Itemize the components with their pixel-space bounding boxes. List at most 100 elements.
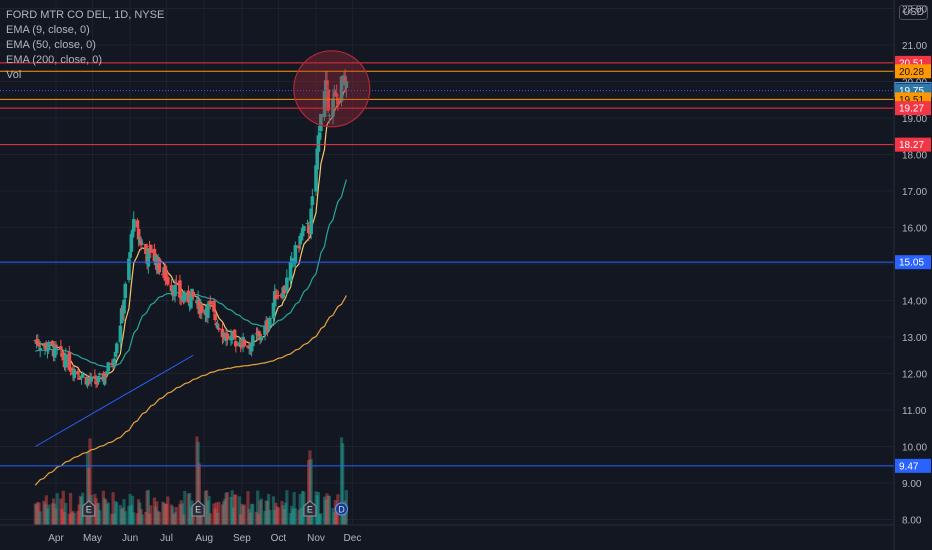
volume-bar [67,513,71,525]
earnings-marker[interactable]: E [303,500,317,517]
volume-bar [322,496,327,525]
volume-bar [166,496,170,525]
price-tick-label: 19.00 [902,114,927,125]
candle-body [37,343,41,347]
legend-ema9[interactable]: EMA (9, close, 0) [6,24,90,36]
candle-body [136,228,141,240]
candle-body [310,196,315,205]
candle-body [144,243,148,254]
volume-bar [257,513,261,525]
candles [33,69,349,389]
volume-bar [259,498,263,525]
price-tick-label: 22.00 [902,5,927,16]
candle-body [60,353,64,357]
candle-body [191,291,196,297]
volume-bar [186,493,191,525]
candle-body [59,346,63,350]
trendline-line [35,354,194,447]
volume-bar [339,437,344,525]
volume-bar [64,502,68,525]
volume-bar [214,502,218,525]
candle-body [173,284,177,297]
earnings-marker-icon [82,500,96,517]
candle-body [254,333,259,335]
volume-bar [53,503,57,525]
price-tag [895,255,931,270]
volume-bar [61,490,65,525]
legend-ema200[interactable]: EMA (200, close, 0) [6,54,102,66]
candle-body [275,295,279,297]
volume-bar [246,491,250,525]
candle-body [180,297,185,301]
volume-bar [293,508,297,525]
candle-body [78,378,83,380]
candle-body [326,89,330,111]
legend-vol[interactable]: Vol [6,69,22,81]
volume-bar [135,513,140,525]
volume-bar [130,495,135,525]
candle-body [61,355,66,361]
trendline [35,354,194,447]
volume-bar [222,501,226,525]
volume-bar [84,513,88,525]
volume-bar [110,513,114,525]
candle-body [179,295,183,300]
candle-body [339,76,344,102]
volume-bar [85,452,90,525]
volume-bar [292,492,296,525]
candle-body [186,290,191,303]
month-label: Sep [233,533,251,544]
dividend-marker-icon [335,502,349,516]
volume-bar [191,512,195,525]
volume-bar [241,505,245,525]
volume-bar [60,509,64,525]
price-tag [895,64,931,79]
candle-body [293,245,298,264]
candle-body [165,276,170,285]
price-tick-label: 11.00 [902,406,927,417]
volume-bar [208,513,212,525]
earnings-marker[interactable]: E [191,500,205,517]
volume-bar [72,512,76,525]
volume-bar [162,502,166,525]
volume-bar [316,491,321,525]
candle-body [76,371,80,375]
volume-bar [113,501,118,525]
candle-body [265,319,270,331]
volume-bar [308,450,312,525]
volume-bar [309,459,313,525]
candle-body [46,342,51,350]
earnings-marker[interactable]: E [82,500,96,517]
volume-bar [213,508,217,525]
candle-body [118,325,123,343]
candle-body [258,333,262,338]
volume-bar [268,510,272,525]
volume-bar [335,505,339,525]
volume-bar [271,496,276,525]
volume-bar [54,508,58,525]
volume-bar [156,510,160,525]
legend-ema50[interactable]: EMA (50, close, 0) [6,39,96,51]
volume-bar [45,508,50,525]
candle-body [332,94,337,96]
legend-symbol[interactable]: FORD MTR CO DEL, 1D, NYSE [6,9,165,21]
candle-body [44,342,49,351]
volume-bar [250,503,254,525]
price-tick-label: 14.00 [902,297,927,308]
volume-bar [76,511,80,525]
volume-bar [173,512,177,525]
currency-badge[interactable]: USD [898,5,928,20]
volume-bar [207,495,211,525]
volume-bar [163,503,167,525]
volume-bar [87,467,91,525]
volume-bar [137,499,141,525]
volume-bar [152,497,157,525]
volume-bar [203,490,208,525]
price-axis: 8.009.0010.0011.0012.0013.0014.0015.0016… [893,0,932,550]
volume-bar [120,509,124,525]
earnings-marker[interactable]: D [335,502,349,516]
month-label: Dec [344,533,362,544]
candle-body [200,305,204,313]
volume-bar [297,509,301,525]
